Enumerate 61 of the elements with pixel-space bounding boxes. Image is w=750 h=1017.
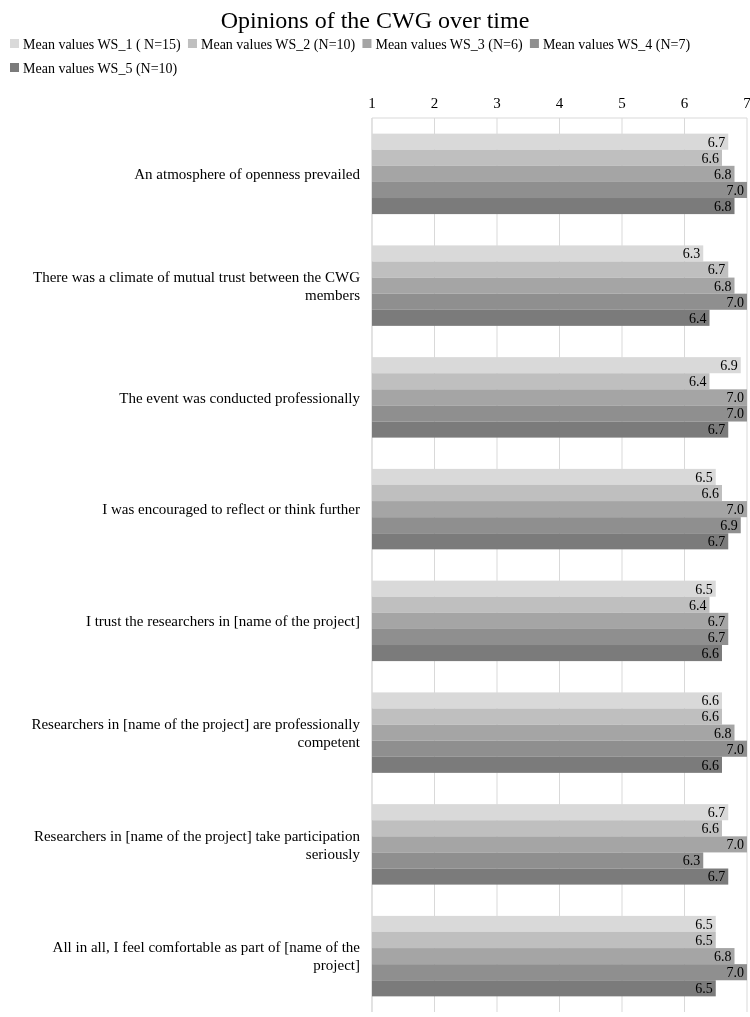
data-label: 7.0 [726,741,744,757]
data-label: 6.3 [682,853,701,869]
data-label: 6.7 [707,613,726,629]
data-label: 6.8 [714,725,732,741]
data-label: 6.8 [714,198,732,214]
data-label: 6.7 [707,805,726,821]
data-label: 6.7 [707,869,726,885]
data-label: 6.5 [695,932,713,948]
legend-label: Mean values WS_5 (N=10) [23,60,178,77]
y-tick-label: An atmosphere of openness prevailed [134,166,361,183]
legend-label: Mean values WS_1 ( N=15) [23,36,182,53]
x-tick-label: 7 [743,95,750,111]
data-label: 6.8 [714,166,732,182]
data-label: 6.4 [689,374,707,390]
data-label: 7.0 [726,406,744,422]
data-label: 6.5 [695,981,713,997]
data-label: 6.9 [720,358,738,374]
legend-label: Mean values WS_3 (N=6) [375,36,523,53]
data-label: 7.0 [726,182,744,198]
data-label: 6.6 [701,757,719,773]
data-label: 6.3 [682,246,701,262]
data-label: 6.6 [701,645,719,661]
x-tick-label: 2 [430,95,439,111]
y-tick-label: I trust the researchers in [name of the project] [85,613,360,630]
data-label: 6.6 [701,693,719,709]
data-label: 6.4 [689,597,707,613]
data-label: 6.9 [720,518,738,534]
data-label: 7.0 [726,965,744,981]
data-label: 6.7 [707,134,726,150]
data-label: 7.0 [726,502,744,518]
x-tick-label: 4 [555,95,564,111]
data-label: 6.7 [707,422,726,438]
x-tick-label: 1 [368,95,376,111]
x-tick-label: 5 [618,95,626,111]
data-label: 6.6 [701,709,719,725]
data-label: 6.6 [701,485,719,501]
legend-label: Mean values WS_2 (N=10) [200,36,356,53]
data-label: 7.0 [726,837,744,853]
data-label: 6.7 [707,262,726,278]
x-tick-label: 6 [680,95,689,111]
data-label: 7.0 [726,294,744,310]
data-label: 6.7 [707,629,726,645]
data-label: 6.5 [695,581,713,597]
y-tick-label: I was encouraged to reflect or think further [102,501,360,518]
data-label: 7.0 [726,390,744,406]
data-label: 6.6 [701,821,719,837]
y-tick-label: All in all, I feel comfortable as part of [name of the project] [52,939,361,974]
data-label: 6.8 [714,949,732,965]
data-label: 6.7 [707,534,726,550]
data-label: 6.6 [701,150,719,166]
data-label: 6.8 [714,278,732,294]
y-tick-label: Researchers in [name of the project] take participation seriously [33,827,361,862]
y-tick-label: There was a climate of mutual trust between the CWG members [33,268,361,303]
data-label: 6.4 [689,310,707,326]
x-tick-label: 3 [493,95,501,111]
y-tick-label: The event was conducted professionally [119,389,361,406]
chart-title: Opinions of the CWG over time [220,7,530,33]
y-tick-label: Researchers in [name of the project] are professionally competent [31,715,361,750]
data-label: 6.5 [695,469,713,485]
data-label: 6.5 [695,916,713,932]
legend-label: Mean values WS_4 (N=7) [542,36,691,53]
